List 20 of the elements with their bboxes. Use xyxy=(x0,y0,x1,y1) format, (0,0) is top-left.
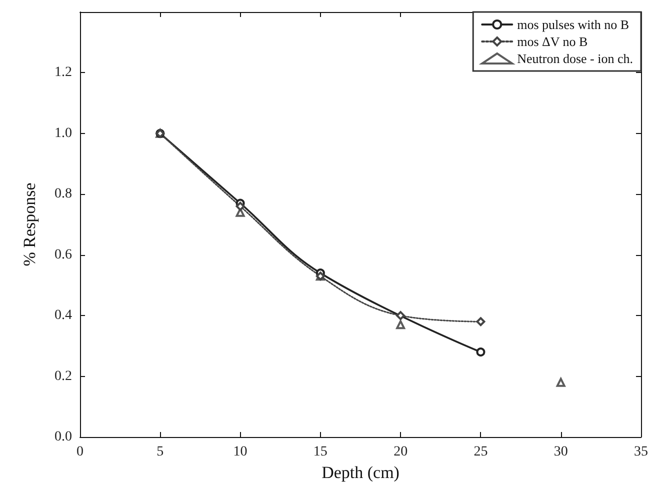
x-tick-label: 35 xyxy=(634,444,648,460)
x-tick-label: 30 xyxy=(554,444,568,460)
y-tick-label: 0.6 xyxy=(54,247,72,262)
y-tick-label: 1.0 xyxy=(54,126,72,141)
x-tick-label: 20 xyxy=(394,444,408,460)
y-axis-title: % Response xyxy=(20,182,39,266)
x-axis-title: Depth (cm) xyxy=(322,462,400,482)
x-tick-label: 5 xyxy=(156,444,164,460)
y-tick-label: 1.2 xyxy=(54,65,72,80)
y-tick-label: 0.2 xyxy=(54,368,72,384)
x-tick-label: 25 xyxy=(474,444,488,460)
legend-label: Neutron dose - ion ch. xyxy=(517,51,633,66)
y-tick-label: 0.8 xyxy=(54,186,72,202)
x-tick-label: 10 xyxy=(233,444,248,460)
y-tick-label: 0.0 xyxy=(54,430,72,444)
x-tick-label: 0 xyxy=(76,444,84,460)
y-tick-label: 0.4 xyxy=(54,308,72,324)
legend-label: mos pulses with no B xyxy=(517,17,630,32)
legend-label: mos ΔV no B xyxy=(517,34,588,49)
x-tick-label: 15 xyxy=(313,444,328,460)
